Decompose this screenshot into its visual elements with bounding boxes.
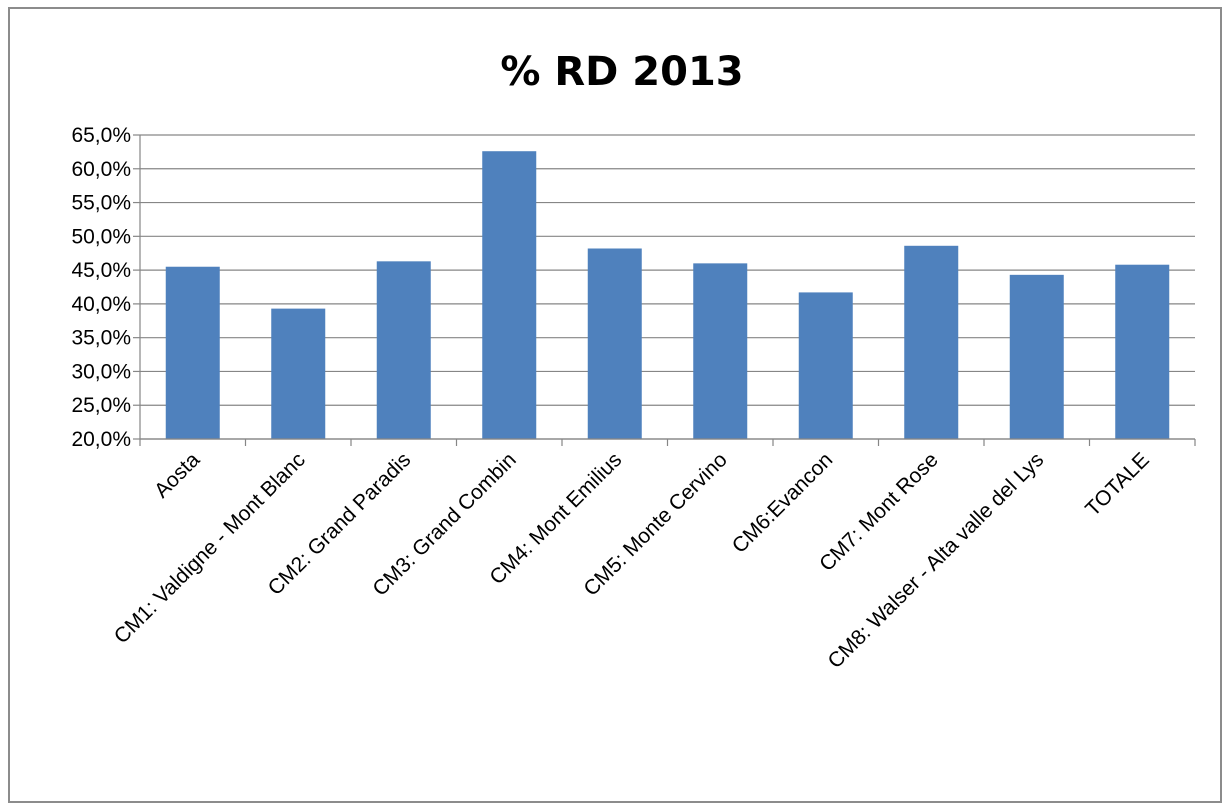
- x-tick-label: Aosta: [150, 448, 204, 502]
- x-tick-label: CM8: Walser - Alta valle del Lys: [824, 448, 1049, 673]
- y-axis-tick-labels: 20,0% 25,0% 30,0% 35,0% 40,0% 45,0% 50,0% 55,0%…: [71, 124, 131, 451]
- bar: [165, 266, 220, 439]
- y-tick-label: 55,0%: [71, 192, 131, 215]
- axes: [139, 135, 1196, 446]
- bar: [1009, 274, 1064, 439]
- bar: [271, 308, 326, 439]
- x-tick-label: CM6:Evancon: [728, 448, 838, 558]
- y-tick-label: 20,0%: [71, 428, 131, 451]
- x-tick-label: CM1: Valdigne - Mont Blanc: [110, 448, 310, 648]
- y-tick-label: 30,0%: [71, 360, 131, 383]
- y-tick-label: 60,0%: [71, 158, 131, 181]
- y-tick-label: 35,0%: [71, 327, 131, 350]
- bar: [376, 261, 431, 439]
- bar: [693, 263, 748, 439]
- bars: [165, 151, 1170, 440]
- bar: [1115, 264, 1170, 439]
- x-tick-label: TOTALE: [1081, 448, 1154, 521]
- y-tick-label: 50,0%: [71, 225, 131, 248]
- y-tick-label: 65,0%: [71, 124, 131, 147]
- bar: [587, 248, 642, 439]
- y-tick-label: 40,0%: [71, 293, 131, 316]
- bar: [482, 151, 537, 440]
- chart-title: % RD 2013: [500, 49, 743, 95]
- y-tick-label: 25,0%: [71, 394, 131, 417]
- bar: [904, 245, 959, 439]
- y-tick-label: 45,0%: [71, 259, 131, 282]
- bar: [798, 292, 853, 439]
